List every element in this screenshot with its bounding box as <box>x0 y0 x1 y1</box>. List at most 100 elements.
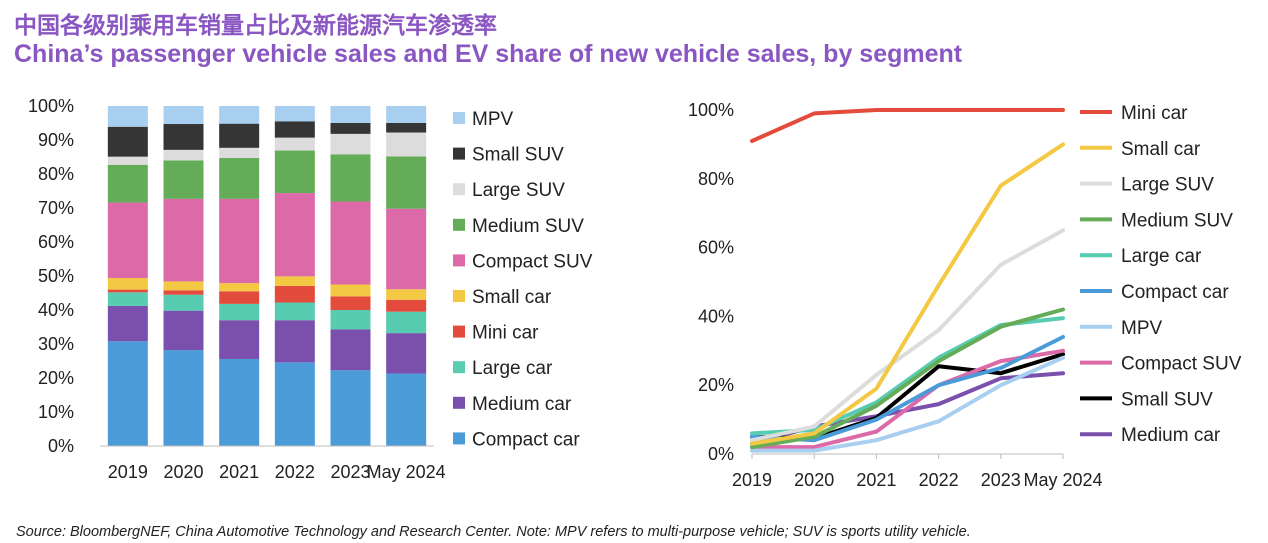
bar-segment-large-suv <box>274 137 315 151</box>
bar-segment-small-car <box>219 283 260 292</box>
y-tick-label: 0% <box>48 436 74 456</box>
x-tick-label: 2023 <box>330 462 370 482</box>
series-line-small-car <box>750 142 1065 446</box>
chart-title-chinese: 中国各级别乘用车销量占比及新能源汽车渗透率 <box>14 13 497 39</box>
legend-label-mini-car: Mini car <box>1121 103 1188 124</box>
legend-label-mini-car: Mini car <box>472 323 539 344</box>
bar-segment-mpv <box>107 106 148 127</box>
bar-segment-small-suv <box>219 123 260 148</box>
legend-label-mpv: MPV <box>472 109 514 130</box>
bar-segment-medium-car <box>107 305 148 342</box>
bar-segment-mpv <box>219 106 260 124</box>
legend-swatch-small-suv <box>453 147 465 160</box>
x-tick-label: 2021 <box>856 470 896 490</box>
bar-segment-large-car <box>274 302 315 321</box>
y-tick-label: 10% <box>38 402 74 422</box>
bar-segment-medium-car <box>163 310 204 351</box>
legend-label-medium-suv: Medium SUV <box>472 216 584 237</box>
legend-label-small-car: Small car <box>1121 139 1201 160</box>
x-tick-label: 2021 <box>219 462 259 482</box>
bar-segment-medium-car <box>386 333 427 374</box>
legend-swatch-medium-car <box>453 396 465 409</box>
bar-segment-medium-suv <box>330 154 371 202</box>
legend-swatch-compact-suv <box>453 254 465 267</box>
bar-segment-medium-suv <box>219 158 260 199</box>
bar-segment-compact-suv <box>107 202 148 279</box>
bar-segment-large-car <box>386 311 427 334</box>
bar-segment-mini-car <box>274 285 315 303</box>
y-tick-label: 40% <box>698 306 734 326</box>
chart-title-english: China’s passenger vehicle sales and EV s… <box>14 40 963 68</box>
legend-label-small-suv: Small SUV <box>1121 389 1213 410</box>
legend-label-compact-car: Compact car <box>1121 282 1229 303</box>
series-line-small-suv <box>750 352 1065 441</box>
legend-label-medium-car: Medium car <box>472 394 572 415</box>
y-tick-label: 20% <box>38 368 74 388</box>
series-line-mini-car <box>750 108 1065 143</box>
legend-swatch-medium-suv <box>453 218 465 231</box>
bar-segment-mpv <box>274 106 315 122</box>
bar-segment-small-suv <box>274 121 315 138</box>
legend-label-compact-suv: Compact SUV <box>1121 354 1242 375</box>
bar-segment-medium-suv <box>163 160 204 199</box>
y-tick-label: 70% <box>38 198 74 218</box>
bar-segment-compact-suv <box>274 193 315 277</box>
bar-segment-compact-car <box>163 350 204 446</box>
bar-segment-small-suv <box>386 123 427 133</box>
legend-swatch-mini-car <box>453 325 465 338</box>
bar-segment-mpv <box>163 106 204 125</box>
legend-label-compact-suv: Compact SUV <box>472 251 593 272</box>
bar-segment-mini-car <box>163 290 204 295</box>
y-tick-label: 100% <box>688 100 734 120</box>
series-line-mpv <box>750 355 1065 453</box>
y-tick-label: 90% <box>38 130 74 150</box>
bar-segment-medium-car <box>219 320 260 359</box>
bar-segment-large-suv <box>330 133 371 155</box>
legend-label-large-car: Large car <box>472 358 553 379</box>
series-line-compact-suv <box>750 348 1065 450</box>
bar-segment-compact-car <box>107 341 148 446</box>
bar-segment-small-car <box>386 289 427 300</box>
bar-segment-small-suv <box>163 124 204 150</box>
bar-segment-medium-car <box>274 320 315 363</box>
series-line-large-suv <box>750 228 1065 443</box>
x-tick-label: May 2024 <box>1023 470 1102 490</box>
bar-segment-medium-suv <box>107 164 148 203</box>
y-tick-label: 50% <box>38 266 74 286</box>
series-line-medium-suv <box>750 307 1065 450</box>
bar-segment-compact-car <box>330 370 371 446</box>
legend-label-medium-car: Medium car <box>1121 425 1221 446</box>
legend-label-small-car: Small car <box>472 287 552 308</box>
legend-label-large-suv: Large SUV <box>1121 175 1214 196</box>
x-tick-label: 2020 <box>794 470 834 490</box>
y-tick-label: 80% <box>698 169 734 189</box>
y-tick-label: 20% <box>698 375 734 395</box>
bar-segment-small-car <box>274 276 315 286</box>
bar-segment-compact-suv <box>386 208 427 290</box>
bar-segment-compact-suv <box>163 198 204 282</box>
bar-segment-mini-car <box>386 299 427 312</box>
legend-label-compact-car: Compact car <box>472 429 580 450</box>
bar-segment-large-car <box>330 310 371 330</box>
legend-swatch-large-suv <box>453 183 465 196</box>
bar-segment-compact-car <box>219 358 260 446</box>
bar-segment-large-suv <box>386 132 427 157</box>
bar-segment-medium-car <box>330 329 371 371</box>
bar-segment-mini-car <box>219 291 260 304</box>
bar-segment-small-car <box>330 284 371 297</box>
x-tick-label: 2019 <box>108 462 148 482</box>
bar-segment-mpv <box>386 106 427 123</box>
y-tick-label: 80% <box>38 164 74 184</box>
legend-label-large-car: Large car <box>1121 246 1202 267</box>
bar-segment-large-suv <box>219 147 260 159</box>
bar-segment-small-car <box>163 281 204 291</box>
legend-swatch-compact-car <box>453 432 465 445</box>
bar-segment-compact-car <box>274 362 315 446</box>
source-note: Source: BloombergNEF, China Automotive T… <box>16 524 971 540</box>
x-tick-label: 2020 <box>163 462 203 482</box>
legend-label-large-suv: Large SUV <box>472 180 565 201</box>
bar-segment-compact-suv <box>219 198 260 284</box>
y-tick-label: 60% <box>698 238 734 258</box>
y-tick-label: 100% <box>28 96 74 116</box>
bar-segment-large-car <box>163 294 204 311</box>
